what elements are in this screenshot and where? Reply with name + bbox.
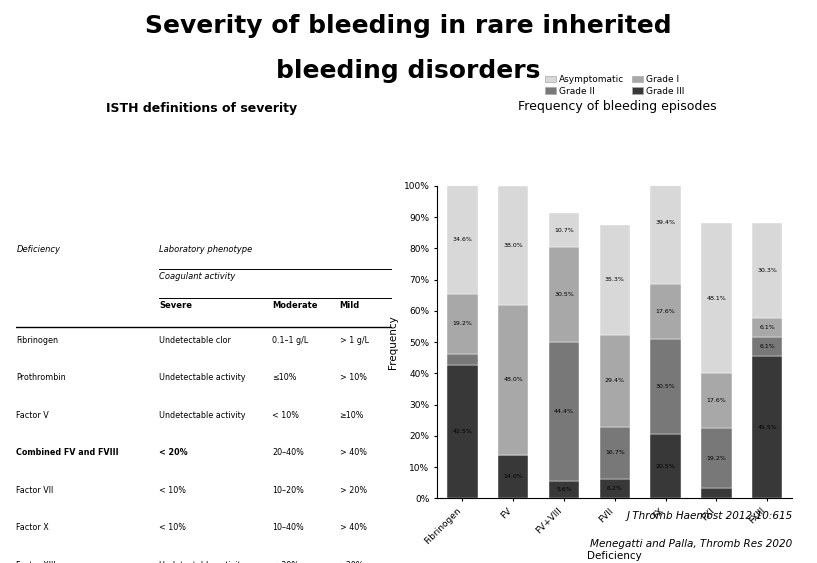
Text: J Thromb Haemost 2012;10:615: J Thromb Haemost 2012;10:615 <box>627 511 792 521</box>
Text: < 30%: < 30% <box>272 561 299 563</box>
Text: 6.1%: 6.1% <box>759 344 775 349</box>
Text: 44.4%: 44.4% <box>554 409 574 414</box>
Bar <box>498 186 529 305</box>
Text: 0.1–1 g/L: 0.1–1 g/L <box>272 336 308 345</box>
Bar <box>447 185 478 293</box>
Bar <box>701 488 731 498</box>
Text: ≤10%: ≤10% <box>272 373 297 382</box>
Text: 39.4%: 39.4% <box>655 220 676 225</box>
Text: >30%: >30% <box>340 561 364 563</box>
Bar <box>701 223 731 373</box>
Bar <box>498 305 529 454</box>
Text: Undetectable activity: Undetectable activity <box>159 373 246 382</box>
Bar <box>650 339 681 434</box>
Bar <box>600 335 630 427</box>
Bar <box>701 428 731 488</box>
Text: Undetectable clor: Undetectable clor <box>159 336 231 345</box>
Text: Undetectable activity: Undetectable activity <box>159 411 246 420</box>
Text: 48.1%: 48.1% <box>707 296 726 301</box>
Text: < 10%: < 10% <box>272 411 299 420</box>
Text: ≥10%: ≥10% <box>340 411 364 420</box>
Text: Frequency of bleeding episodes: Frequency of bleeding episodes <box>517 100 717 113</box>
Bar <box>498 454 529 498</box>
Text: 6.2%: 6.2% <box>607 486 623 491</box>
Text: Undetectable activity: Undetectable activity <box>159 561 246 563</box>
Text: 30.3%: 30.3% <box>757 268 777 273</box>
Bar <box>549 247 579 342</box>
Text: > 40%: > 40% <box>340 524 367 533</box>
Text: > 20%: > 20% <box>340 486 367 495</box>
Bar <box>752 318 783 337</box>
Text: Mild: Mild <box>340 301 359 310</box>
Text: 6.1%: 6.1% <box>759 325 775 330</box>
Text: 10–20%: 10–20% <box>272 486 304 495</box>
Text: 30.5%: 30.5% <box>656 384 676 389</box>
Text: Severity of bleeding in rare inherited: Severity of bleeding in rare inherited <box>145 14 672 38</box>
Text: 5.6%: 5.6% <box>556 487 572 492</box>
Bar <box>701 373 731 428</box>
Bar <box>447 293 478 354</box>
Bar <box>549 213 579 247</box>
Text: 34.6%: 34.6% <box>453 237 472 242</box>
Text: Laboratory phenotype: Laboratory phenotype <box>159 245 252 254</box>
Text: 20.5%: 20.5% <box>656 464 676 469</box>
Text: 10.7%: 10.7% <box>554 227 574 233</box>
Text: Prothrombin: Prothrombin <box>16 373 66 382</box>
Text: 45.5%: 45.5% <box>757 425 777 430</box>
Bar <box>600 427 630 479</box>
Bar <box>447 354 478 365</box>
Text: > 40%: > 40% <box>340 448 367 457</box>
Text: Deficiency: Deficiency <box>16 245 60 254</box>
Bar <box>549 342 579 481</box>
Bar <box>600 225 630 335</box>
Text: Moderate: Moderate <box>272 301 317 310</box>
Bar <box>549 481 579 498</box>
Text: Factor XIII: Factor XIII <box>16 561 56 563</box>
Text: 17.6%: 17.6% <box>707 398 726 403</box>
Bar <box>752 337 783 356</box>
Text: < 20%: < 20% <box>159 448 188 457</box>
Text: Severe: Severe <box>159 301 192 310</box>
Text: > 10%: > 10% <box>340 373 367 382</box>
Text: 17.6%: 17.6% <box>656 309 676 314</box>
Text: bleeding disorders: bleeding disorders <box>276 59 541 83</box>
Text: Factor X: Factor X <box>16 524 49 533</box>
Text: Factor VII: Factor VII <box>16 486 54 495</box>
Bar <box>650 161 681 284</box>
Text: 30.5%: 30.5% <box>554 292 574 297</box>
Text: Combined FV and FVIII: Combined FV and FVIII <box>16 448 119 457</box>
Text: Fibrinogen: Fibrinogen <box>16 336 58 345</box>
Text: ISTH definitions of severity: ISTH definitions of severity <box>106 102 297 115</box>
Text: 16.7%: 16.7% <box>605 450 625 455</box>
Text: 42.5%: 42.5% <box>453 430 472 435</box>
Text: > 1 g/L: > 1 g/L <box>340 336 368 345</box>
Text: Menegatti and Palla, Thromb Res 2020: Menegatti and Palla, Thromb Res 2020 <box>590 539 792 549</box>
Text: 19.2%: 19.2% <box>707 456 726 461</box>
Bar <box>600 479 630 498</box>
Bar <box>752 356 783 498</box>
Text: 19.2%: 19.2% <box>453 321 472 326</box>
Text: 14.0%: 14.0% <box>503 474 523 479</box>
Text: 48.0%: 48.0% <box>503 377 523 382</box>
Text: 29.4%: 29.4% <box>605 378 625 383</box>
Bar <box>447 365 478 498</box>
Text: 38.0%: 38.0% <box>503 243 523 248</box>
Text: 10–40%: 10–40% <box>272 524 304 533</box>
X-axis label: Deficiency: Deficiency <box>587 552 642 561</box>
Text: 20–40%: 20–40% <box>272 448 304 457</box>
Bar <box>650 434 681 498</box>
Text: < 10%: < 10% <box>159 524 186 533</box>
Y-axis label: Frequency: Frequency <box>388 315 398 369</box>
Legend: Asymptomatic, Grade II, Grade I, Grade III: Asymptomatic, Grade II, Grade I, Grade I… <box>542 72 688 100</box>
Text: Factor V: Factor V <box>16 411 49 420</box>
Text: 35.3%: 35.3% <box>605 277 625 282</box>
Bar <box>650 284 681 339</box>
Text: < 10%: < 10% <box>159 486 186 495</box>
Text: Coagulant activity: Coagulant activity <box>159 271 235 280</box>
Bar <box>752 224 783 318</box>
